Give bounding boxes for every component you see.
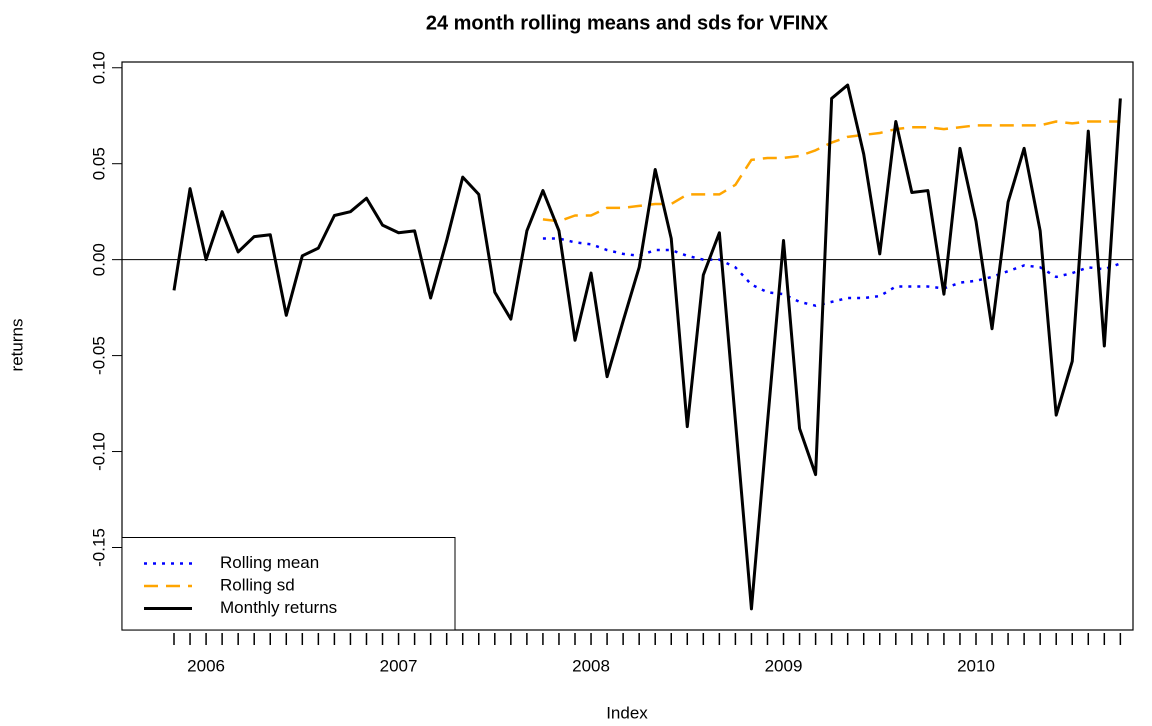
legend-box: [121, 537, 456, 631]
y-tick-label: 0.10: [89, 51, 108, 84]
series-line: [542, 237, 1121, 307]
legend-label: Monthly returns: [220, 598, 337, 617]
x-tick-label: 2006: [187, 656, 225, 675]
plot-frame: [121, 61, 1134, 631]
chart-title: 24 month rolling means and sds for VFINX: [426, 12, 829, 34]
legend-label: Rolling sd: [220, 575, 295, 594]
y-tick-label: -0.05: [89, 336, 108, 375]
y-tick-label: 0.00: [89, 243, 108, 276]
y-axis-label: returns: [7, 319, 26, 372]
x-axis-label: Index: [606, 703, 648, 722]
series-line: [172, 83, 1122, 611]
y-tick-label: -0.10: [89, 432, 108, 471]
y-tick-label: -0.15: [89, 528, 108, 567]
y-tick-label: 0.05: [89, 147, 108, 180]
x-tick-label: 2007: [380, 656, 418, 675]
series-line: [542, 120, 1121, 223]
legend-label: Rolling mean: [220, 553, 319, 572]
x-tick-label: 2010: [957, 656, 995, 675]
x-tick-label: 2008: [572, 656, 610, 675]
x-tick-label: 2009: [765, 656, 803, 675]
